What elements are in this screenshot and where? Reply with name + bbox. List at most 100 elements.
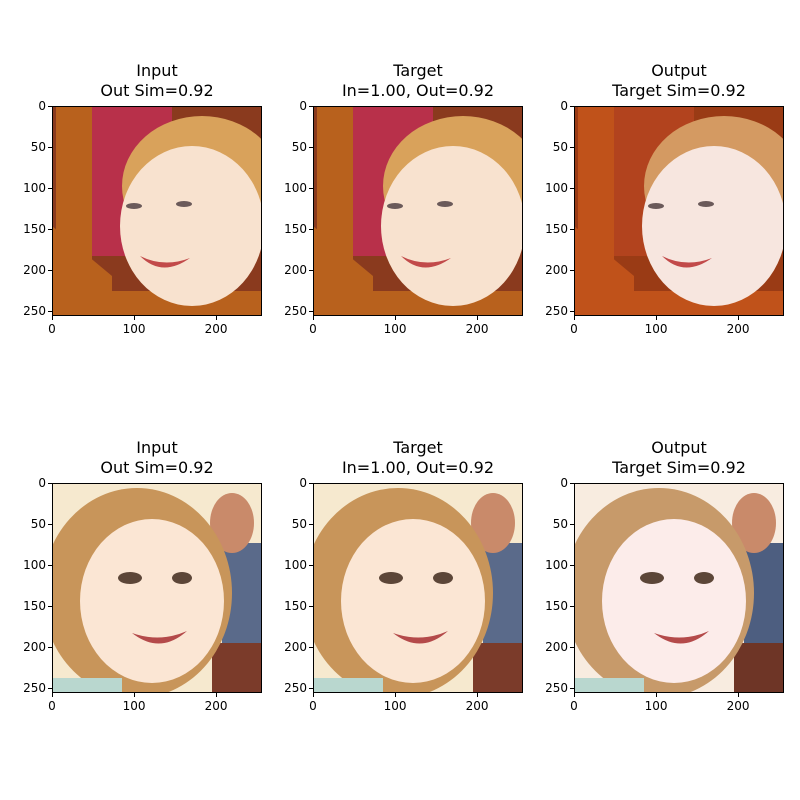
panel-title-line2: Out Sim=0.92 (100, 81, 214, 100)
y-tick-label: 50 (30, 140, 46, 155)
y-tick-label: 250 (284, 681, 307, 696)
y-tick-mark (570, 311, 574, 313)
y-tick-label: 0 (38, 476, 46, 490)
x-tick-label: 0 (570, 322, 578, 336)
eye-left (648, 203, 664, 209)
photo (313, 106, 523, 316)
eye-right (176, 201, 192, 207)
panel-title-line2: In=1.00, Out=0.92 (341, 81, 495, 100)
y-tick-label: 250 (545, 304, 568, 319)
panel-title: Target In=1.00, Out=0.92 (298, 438, 538, 478)
panel-title-line1: Input (136, 438, 178, 457)
y-tick-label: 100 (284, 181, 307, 196)
y-tick-mark (48, 106, 52, 107)
eye-left (118, 572, 142, 584)
y-tick-mark (48, 270, 52, 272)
y-tick-mark (309, 311, 313, 313)
y-tick-label: 100 (545, 558, 568, 573)
x-tick-label: 200 (204, 322, 228, 336)
y-tick-label: 250 (23, 681, 46, 696)
x-tick-label: 0 (48, 322, 56, 336)
y-tick-mark (48, 188, 52, 190)
panel-title-line1: Target (393, 61, 443, 80)
eye-left (387, 203, 403, 209)
y-tick-mark (48, 688, 52, 690)
y-tick-label: 250 (284, 304, 307, 319)
y-tick-mark (570, 188, 574, 190)
y-tick-mark (48, 229, 52, 231)
panel-title-line2: In=1.00, Out=0.92 (341, 458, 495, 477)
axes-frame (52, 106, 262, 316)
x-tick-mark (216, 693, 218, 697)
x-tick-mark (313, 693, 314, 697)
panel-title-line1: Target (393, 438, 443, 457)
y-tick-label: 150 (545, 222, 568, 237)
dark-corner (473, 643, 523, 693)
x-tick-label: 100 (644, 322, 668, 336)
y-tick-label: 150 (284, 599, 307, 614)
hand (210, 493, 254, 553)
x-tick-mark (574, 316, 575, 320)
y-tick-label: 250 (23, 304, 46, 319)
photo (52, 106, 262, 316)
x-tick-mark (656, 316, 658, 320)
x-tick-label: 200 (465, 699, 489, 713)
y-tick-mark (309, 229, 313, 231)
y-tick-mark (309, 188, 313, 190)
photo-image (52, 483, 262, 693)
hand (471, 493, 515, 553)
x-tick-label: 100 (644, 699, 668, 713)
photo-image (574, 483, 784, 693)
face (341, 519, 485, 683)
y-tick-mark (570, 229, 574, 231)
y-tick-label: 100 (545, 181, 568, 196)
x-tick-label: 200 (204, 699, 228, 713)
y-tick-mark (309, 688, 313, 690)
axes-frame (313, 483, 523, 693)
x-tick-mark (656, 693, 658, 697)
eye-right (437, 201, 453, 207)
panel-title-line2: Out Sim=0.92 (100, 458, 214, 477)
smile (393, 631, 448, 644)
y-tick-mark (48, 565, 52, 567)
smile (140, 256, 190, 268)
x-tick-mark (574, 693, 575, 697)
photo-image (52, 106, 262, 316)
y-tick-label: 150 (284, 222, 307, 237)
x-tick-mark (738, 693, 740, 697)
y-tick-label: 150 (545, 599, 568, 614)
smile (662, 256, 712, 268)
x-tick-label: 100 (383, 699, 407, 713)
y-tick-label: 200 (23, 640, 46, 655)
y-tick-mark (570, 565, 574, 567)
y-tick-label: 0 (560, 476, 568, 490)
x-tick-mark (738, 316, 740, 320)
x-tick-mark (52, 693, 53, 697)
y-tick-mark (48, 606, 52, 608)
eye-left (379, 572, 403, 584)
y-tick-label: 50 (30, 517, 46, 532)
y-tick-mark (48, 483, 52, 484)
x-tick-label: 100 (122, 322, 146, 336)
y-tick-mark (570, 606, 574, 608)
y-tick-label: 200 (23, 263, 46, 278)
eye-left (640, 572, 664, 584)
y-tick-label: 50 (291, 140, 307, 155)
y-tick-label: 200 (545, 640, 568, 655)
axes-frame (52, 483, 262, 693)
y-tick-label: 50 (552, 517, 568, 532)
x-tick-mark (477, 316, 479, 320)
panel-title-line2: Target Sim=0.92 (612, 458, 746, 477)
photo (52, 483, 262, 693)
y-tick-label: 0 (38, 99, 46, 113)
axes-frame (313, 106, 523, 316)
x-tick-label: 200 (465, 322, 489, 336)
x-tick-label: 0 (570, 699, 578, 713)
x-tick-mark (134, 693, 136, 697)
eye-right (172, 572, 192, 584)
y-tick-mark (48, 311, 52, 313)
x-tick-label: 100 (383, 322, 407, 336)
y-tick-mark (309, 106, 313, 107)
photo (313, 483, 523, 693)
photo-image (574, 106, 784, 316)
